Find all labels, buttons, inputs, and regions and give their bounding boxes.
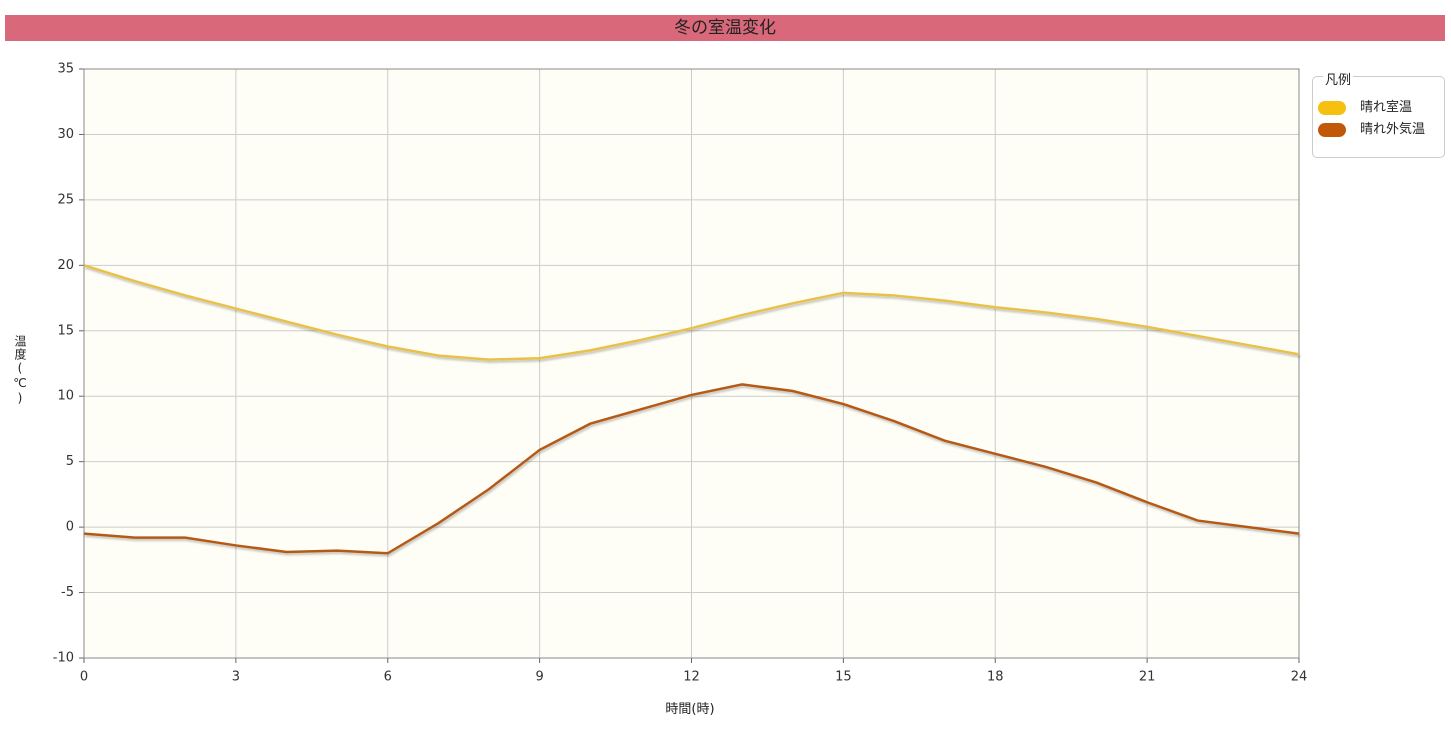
legend-label: 晴れ外気温 bbox=[1360, 122, 1426, 137]
legend-label: 晴れ室温 bbox=[1360, 100, 1413, 115]
series-line bbox=[83, 264, 1300, 361]
y-tick-label: 10 bbox=[57, 389, 74, 404]
x-tick-label: 21 bbox=[1139, 670, 1156, 685]
legend-item[interactable]: 晴れ室温 bbox=[1318, 99, 1412, 117]
x-tick-label: 15 bbox=[835, 670, 852, 685]
legend-title: 凡例 bbox=[1323, 69, 1354, 88]
plot-border bbox=[83, 68, 1300, 659]
legend-item[interactable]: 晴れ外気温 bbox=[1318, 121, 1425, 139]
y-tick-label: 0 bbox=[66, 520, 74, 535]
chart-title: 冬の室温変化 bbox=[5, 15, 1445, 41]
x-tick-label: 3 bbox=[232, 670, 240, 685]
x-tick-label: 12 bbox=[683, 670, 700, 685]
x-tick-label: 0 bbox=[80, 670, 88, 685]
y-tick-label: 35 bbox=[57, 62, 74, 77]
y-tick-label: 5 bbox=[66, 454, 74, 469]
legend-swatch bbox=[1318, 100, 1346, 115]
x-tick-label: 6 bbox=[384, 670, 392, 685]
y-tick-label: 25 bbox=[57, 192, 74, 207]
x-tick-label: 18 bbox=[987, 670, 1004, 685]
y-tick-label: -5 bbox=[61, 585, 74, 600]
y-tick-label: 30 bbox=[57, 127, 74, 142]
series-line bbox=[83, 383, 1300, 555]
x-tick-label: 24 bbox=[1291, 670, 1308, 685]
y-tick-label: 20 bbox=[57, 258, 74, 273]
x-axis-label: 時間(時) bbox=[665, 702, 715, 717]
legend-swatch bbox=[1318, 122, 1346, 137]
legend: 凡例 晴れ室温晴れ外気温 bbox=[1312, 69, 1445, 158]
x-tick-label: 9 bbox=[535, 670, 543, 685]
y-tick-label: -10 bbox=[53, 651, 74, 666]
y-tick-label: 15 bbox=[57, 323, 74, 338]
y-axis-label: 温度(℃) bbox=[13, 335, 27, 406]
